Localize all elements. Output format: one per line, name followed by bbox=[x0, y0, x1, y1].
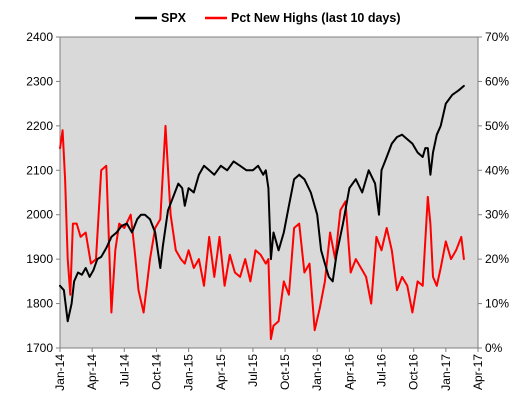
x-tick-label: Apr-15 bbox=[214, 354, 228, 390]
y-left-tick-label: 1800 bbox=[26, 297, 53, 311]
y-right-tick-label: 70% bbox=[485, 30, 509, 44]
x-tick-label: Jan-14 bbox=[53, 354, 67, 391]
legend-label: Pct New Highs (last 10 days) bbox=[231, 11, 401, 25]
y-right-tick-label: 60% bbox=[485, 74, 509, 88]
y-right-tick-label: 30% bbox=[485, 208, 509, 222]
x-tick-label: Apr-17 bbox=[471, 354, 485, 390]
x-tick-label: Oct-14 bbox=[149, 354, 163, 390]
y-left-tick-label: 2300 bbox=[26, 74, 53, 88]
y-right-tick-label: 0% bbox=[485, 341, 503, 355]
y-left-tick-label: 2200 bbox=[26, 119, 53, 133]
y-left-tick-label: 2100 bbox=[26, 163, 53, 177]
y-right-tick-label: 40% bbox=[485, 163, 509, 177]
y-right-tick-label: 20% bbox=[485, 252, 509, 266]
x-tick-label: Jul-16 bbox=[375, 354, 389, 387]
x-tick-label: Jan-17 bbox=[439, 354, 453, 391]
x-tick-label: Jan-15 bbox=[182, 354, 196, 391]
x-tick-label: Apr-14 bbox=[85, 354, 99, 390]
legend-label: SPX bbox=[161, 11, 187, 25]
y-left-tick-label: 2000 bbox=[26, 208, 53, 222]
x-tick-label: Jul-15 bbox=[246, 354, 260, 387]
series-line bbox=[59, 124, 465, 341]
y-right-tick-label: 10% bbox=[485, 297, 509, 311]
y-left-tick-label: 1900 bbox=[26, 252, 53, 266]
y-right-tick-label: 50% bbox=[485, 119, 509, 133]
x-tick-label: Apr-16 bbox=[342, 354, 356, 390]
y-left-tick-label: 2400 bbox=[26, 30, 53, 44]
series-line bbox=[59, 84, 465, 323]
x-tick-label: Jul-14 bbox=[117, 354, 131, 387]
x-tick-label: Oct-15 bbox=[278, 354, 292, 390]
x-tick-label: Oct-16 bbox=[407, 354, 421, 390]
y-left-tick-label: 1700 bbox=[26, 341, 53, 355]
x-tick-label: Jan-16 bbox=[310, 354, 324, 391]
